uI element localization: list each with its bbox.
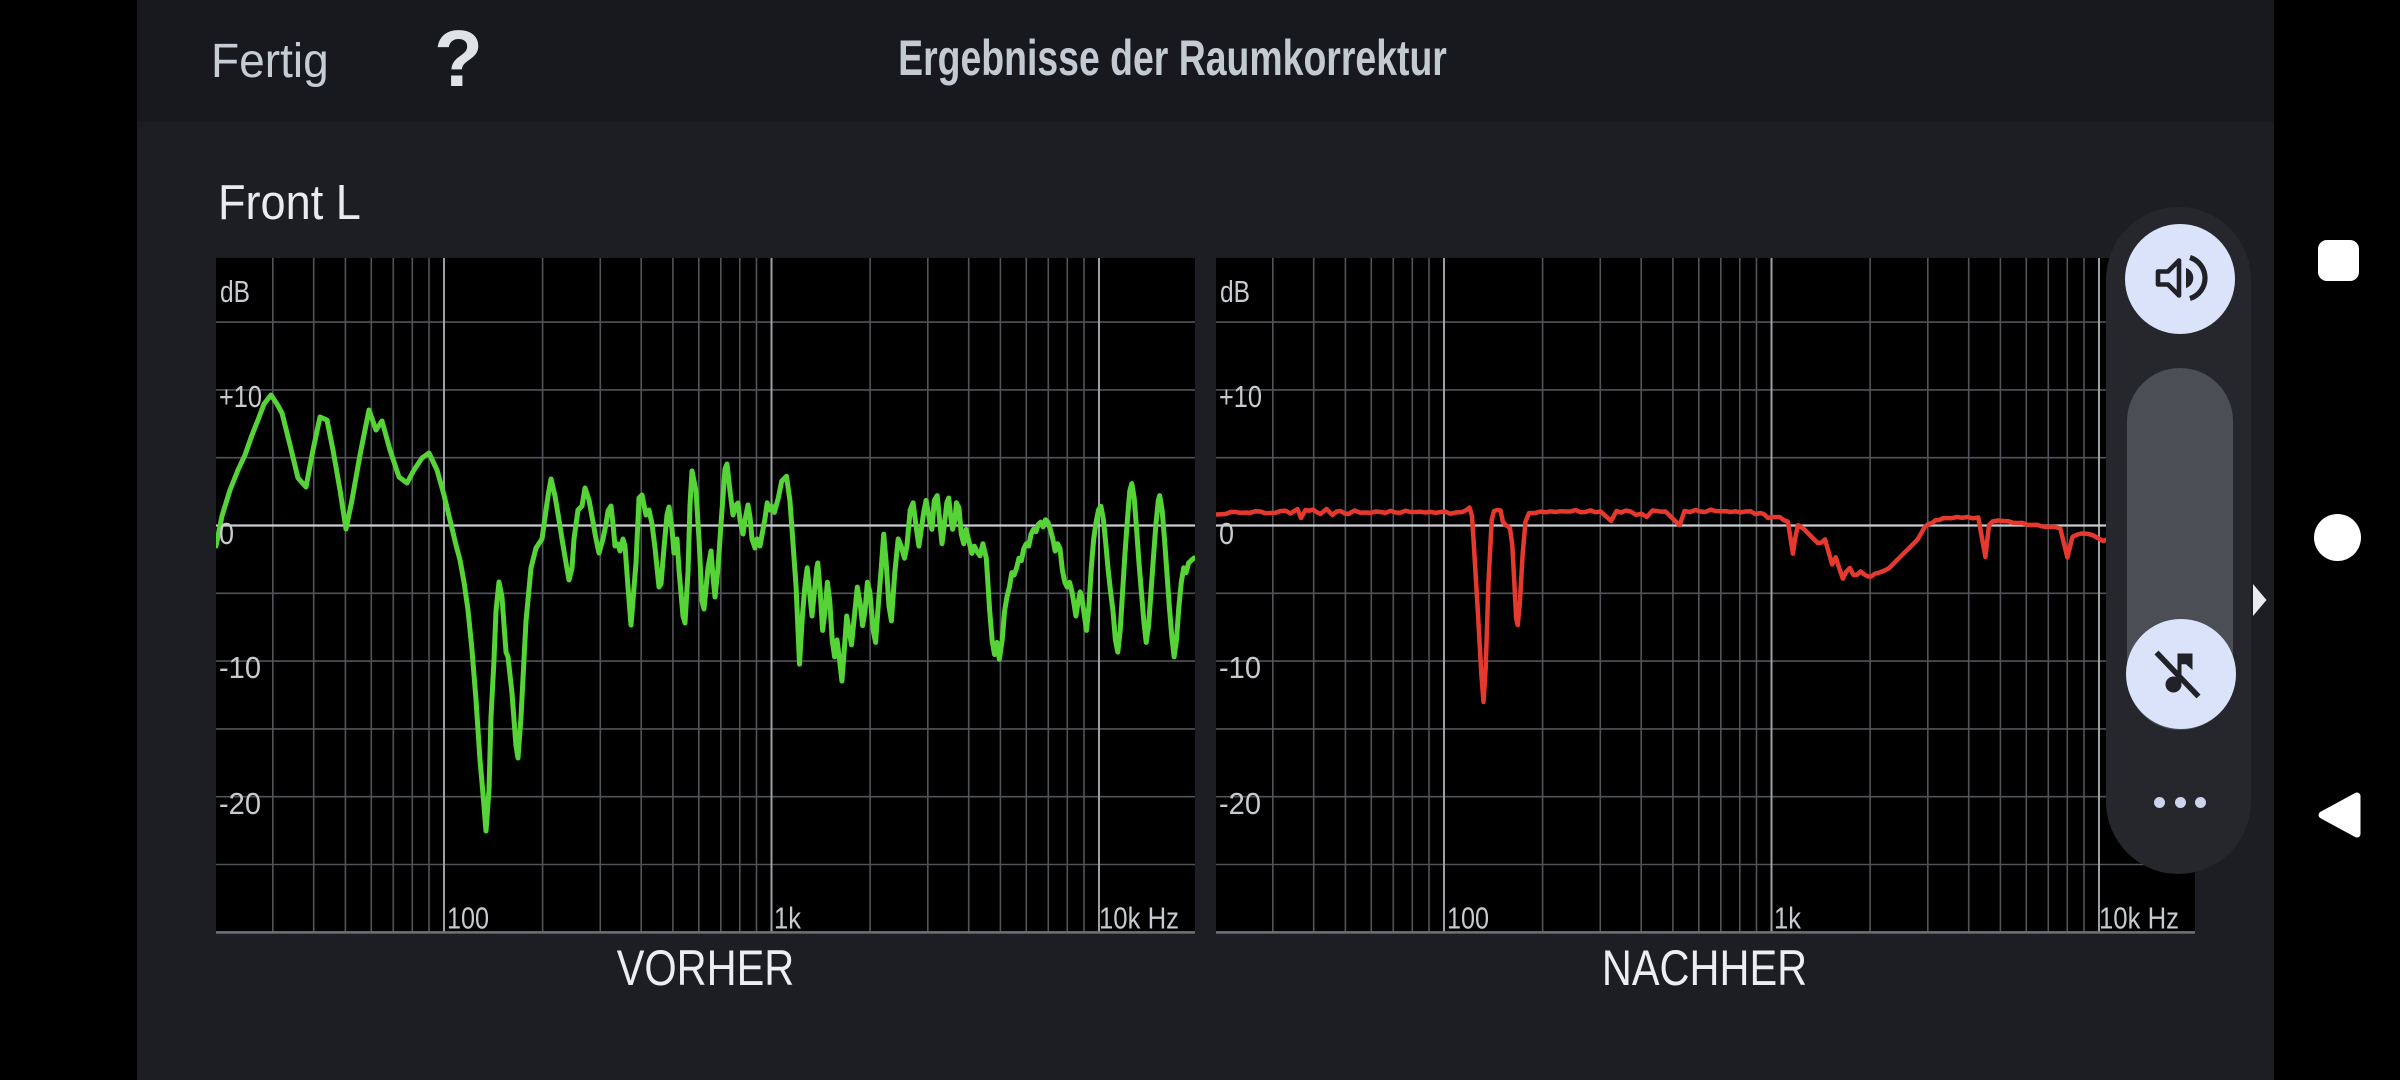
svg-text:-20: -20 (1219, 786, 1261, 821)
svg-text:0: 0 (1219, 516, 1234, 551)
svg-text:dB: dB (220, 274, 250, 309)
svg-text:0: 0 (219, 516, 234, 551)
svg-text:1k: 1k (1774, 901, 1801, 935)
svg-text:100: 100 (447, 901, 489, 935)
svg-text:10k Hz: 10k Hz (2099, 901, 2179, 935)
svg-text:-10: -10 (219, 650, 261, 685)
svg-text:10k Hz: 10k Hz (1099, 901, 1179, 935)
svg-text:-20: -20 (219, 786, 261, 821)
svg-text:1k: 1k (774, 901, 801, 935)
svg-text:100: 100 (1447, 901, 1489, 935)
svg-text:-10: -10 (1219, 650, 1261, 685)
svg-text:dB: dB (1220, 274, 1250, 309)
svg-text:+10: +10 (1219, 379, 1262, 414)
svg-text:+10: +10 (219, 379, 262, 414)
